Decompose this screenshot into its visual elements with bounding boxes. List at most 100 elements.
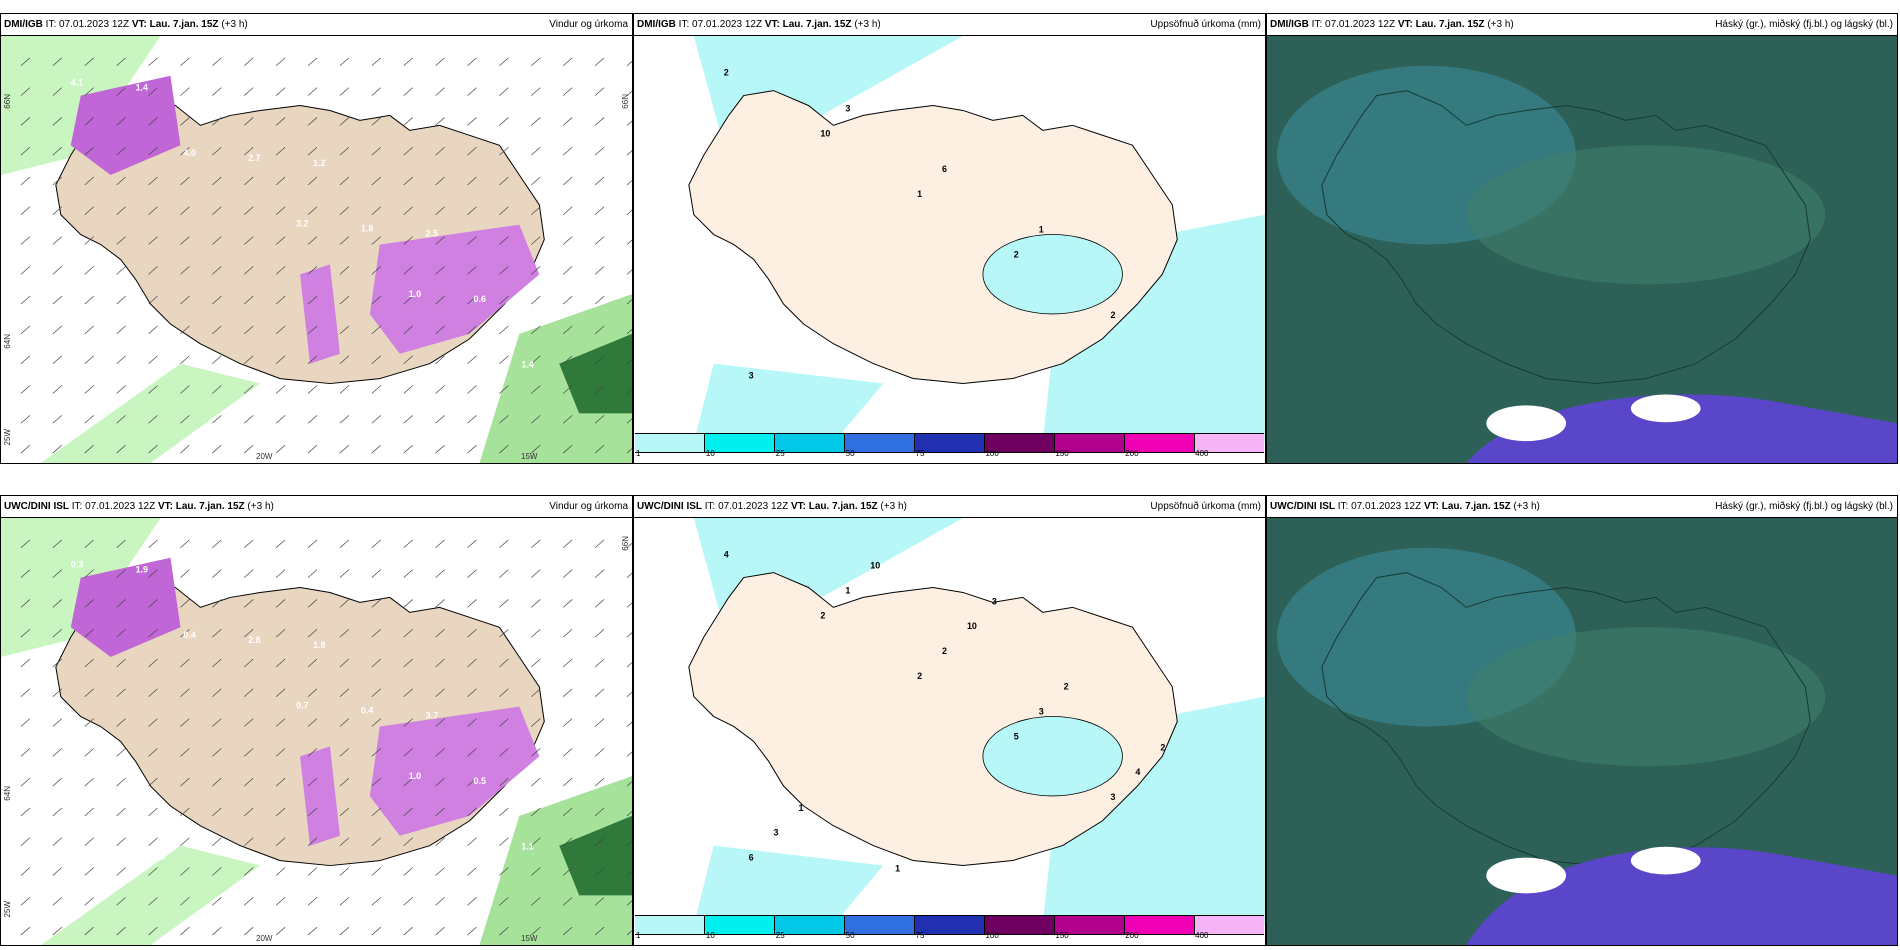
wind-barb — [435, 926, 445, 936]
wind-barb — [243, 444, 254, 454]
wind-barb — [531, 87, 541, 96]
data-label: 2 — [1014, 249, 1019, 259]
wind-barb — [243, 658, 254, 668]
panel-uwc-cloud: UWC/DINI ISL IT: 07.01.2023 12Z VT: Lau.… — [1266, 495, 1898, 946]
data-label: 1.9 — [136, 565, 148, 575]
map-canvas[interactable] — [1267, 35, 1897, 463]
wind-barb — [212, 355, 222, 364]
wind-barb — [275, 599, 286, 608]
wind-barb — [307, 176, 318, 186]
wind-barb — [626, 811, 632, 817]
wind-barb — [20, 325, 31, 335]
wind-barb — [180, 266, 190, 275]
wind-barb — [499, 926, 509, 936]
wind-barb — [148, 325, 158, 335]
wind-barb — [84, 539, 94, 549]
wind-barb — [371, 385, 382, 394]
wind-barb — [499, 444, 509, 454]
wind-barb — [116, 206, 126, 216]
wind-barb — [467, 718, 477, 727]
wind-barb — [339, 658, 350, 668]
map-canvas[interactable]: 0.3 0.4 0.7 1.0 1.1 1.9 2.8 0.4 0.5 1.5 1.3 1.8 3.7 2… — [1, 517, 632, 945]
wind-barb — [52, 658, 63, 668]
wind-barb — [275, 539, 286, 549]
wind-barb — [531, 807, 541, 817]
wind-barb — [212, 748, 222, 757]
map-canvas[interactable]: 2 10 1 2 2 3 3 6 1 — [634, 35, 1265, 443]
lat-label-bottom: 25W — [3, 429, 12, 446]
wind-barb — [562, 777, 573, 787]
wind-barb — [243, 236, 254, 245]
wind-barb — [275, 897, 286, 906]
colorbar-swatch — [985, 916, 1055, 934]
colorbar-tick-label: 1 — [636, 449, 641, 458]
wind-barb — [180, 444, 190, 454]
wind-barb — [84, 837, 94, 846]
wind-barb — [116, 236, 126, 245]
wind-barb — [20, 355, 31, 364]
colorbar-swatch — [1195, 916, 1264, 934]
wind-barb — [52, 176, 63, 186]
wind-barb — [594, 569, 605, 578]
lat-label-right: 66N — [621, 94, 630, 109]
wind-barb — [594, 539, 605, 549]
wind-barb — [116, 807, 126, 817]
wind-barb — [275, 926, 286, 936]
wind-barb — [626, 388, 632, 394]
wind-barb — [148, 777, 158, 787]
wind-barb — [84, 658, 94, 668]
data-label: 4 — [1135, 767, 1140, 777]
colorbar-tick-label: 200 — [1125, 449, 1139, 458]
map-canvas[interactable] — [1267, 517, 1897, 945]
data-label: 1.0 — [409, 289, 421, 299]
wind-barb — [212, 897, 222, 906]
wind-barb — [180, 539, 190, 549]
wind-barb — [531, 569, 541, 578]
wind-barb — [371, 444, 382, 454]
wind-barb — [307, 355, 318, 364]
wind-barb — [435, 146, 445, 156]
wind-barb — [307, 926, 318, 936]
wind-barb — [84, 206, 94, 216]
wind-barb — [562, 539, 573, 549]
wind-barb — [148, 837, 158, 846]
map-canvas[interactable]: 4 2 2 5 3 6 1 2 3 4 3 10 10 2 2 1 1 3 — [634, 517, 1265, 925]
wind-barb — [20, 777, 31, 787]
wind-barb — [180, 236, 190, 245]
data-label: 3 — [774, 828, 779, 838]
wind-barb — [307, 867, 318, 876]
wind-barb — [499, 748, 509, 757]
wind-barb — [371, 926, 382, 936]
data-label: 2.8 — [248, 635, 260, 645]
wind-barb — [148, 206, 158, 216]
wind-barb — [180, 176, 190, 186]
wind-barb — [435, 599, 445, 608]
wind-barb — [52, 748, 63, 757]
wind-barb — [212, 57, 222, 67]
data-label: 2 — [724, 68, 729, 78]
wind-barb — [371, 748, 382, 757]
wind-barb — [20, 837, 31, 846]
wind-barb — [403, 777, 413, 787]
wind-barb — [626, 930, 632, 936]
wind-barb — [435, 718, 445, 727]
wind-barb — [403, 599, 413, 608]
map-canvas[interactable]: 4.1 4.0 3.2 1.0 1.4 1.4 2.7 1.8 0.6 0.5 0.8 1.2 2.5 0… — [1, 35, 632, 463]
wind-barb — [467, 688, 477, 698]
wind-barb — [212, 146, 222, 156]
wind-barb — [148, 748, 158, 757]
panel-title: UWC/DINI ISL IT: 07.01.2023 12Z VT: Lau.… — [1, 496, 632, 517]
colorbar-swatch — [845, 916, 915, 934]
wind-barb — [212, 206, 222, 216]
wind-barb — [531, 837, 541, 846]
wind-barb — [626, 572, 632, 578]
wind-barb — [243, 748, 254, 757]
data-label: 2 — [820, 610, 825, 620]
wind-barb — [20, 688, 31, 698]
wind-barb — [371, 718, 382, 727]
wind-barb — [562, 867, 573, 876]
wind-barb — [243, 569, 254, 578]
wind-barb — [52, 57, 63, 67]
wind-barb — [275, 718, 286, 727]
wind-barb — [212, 415, 222, 424]
